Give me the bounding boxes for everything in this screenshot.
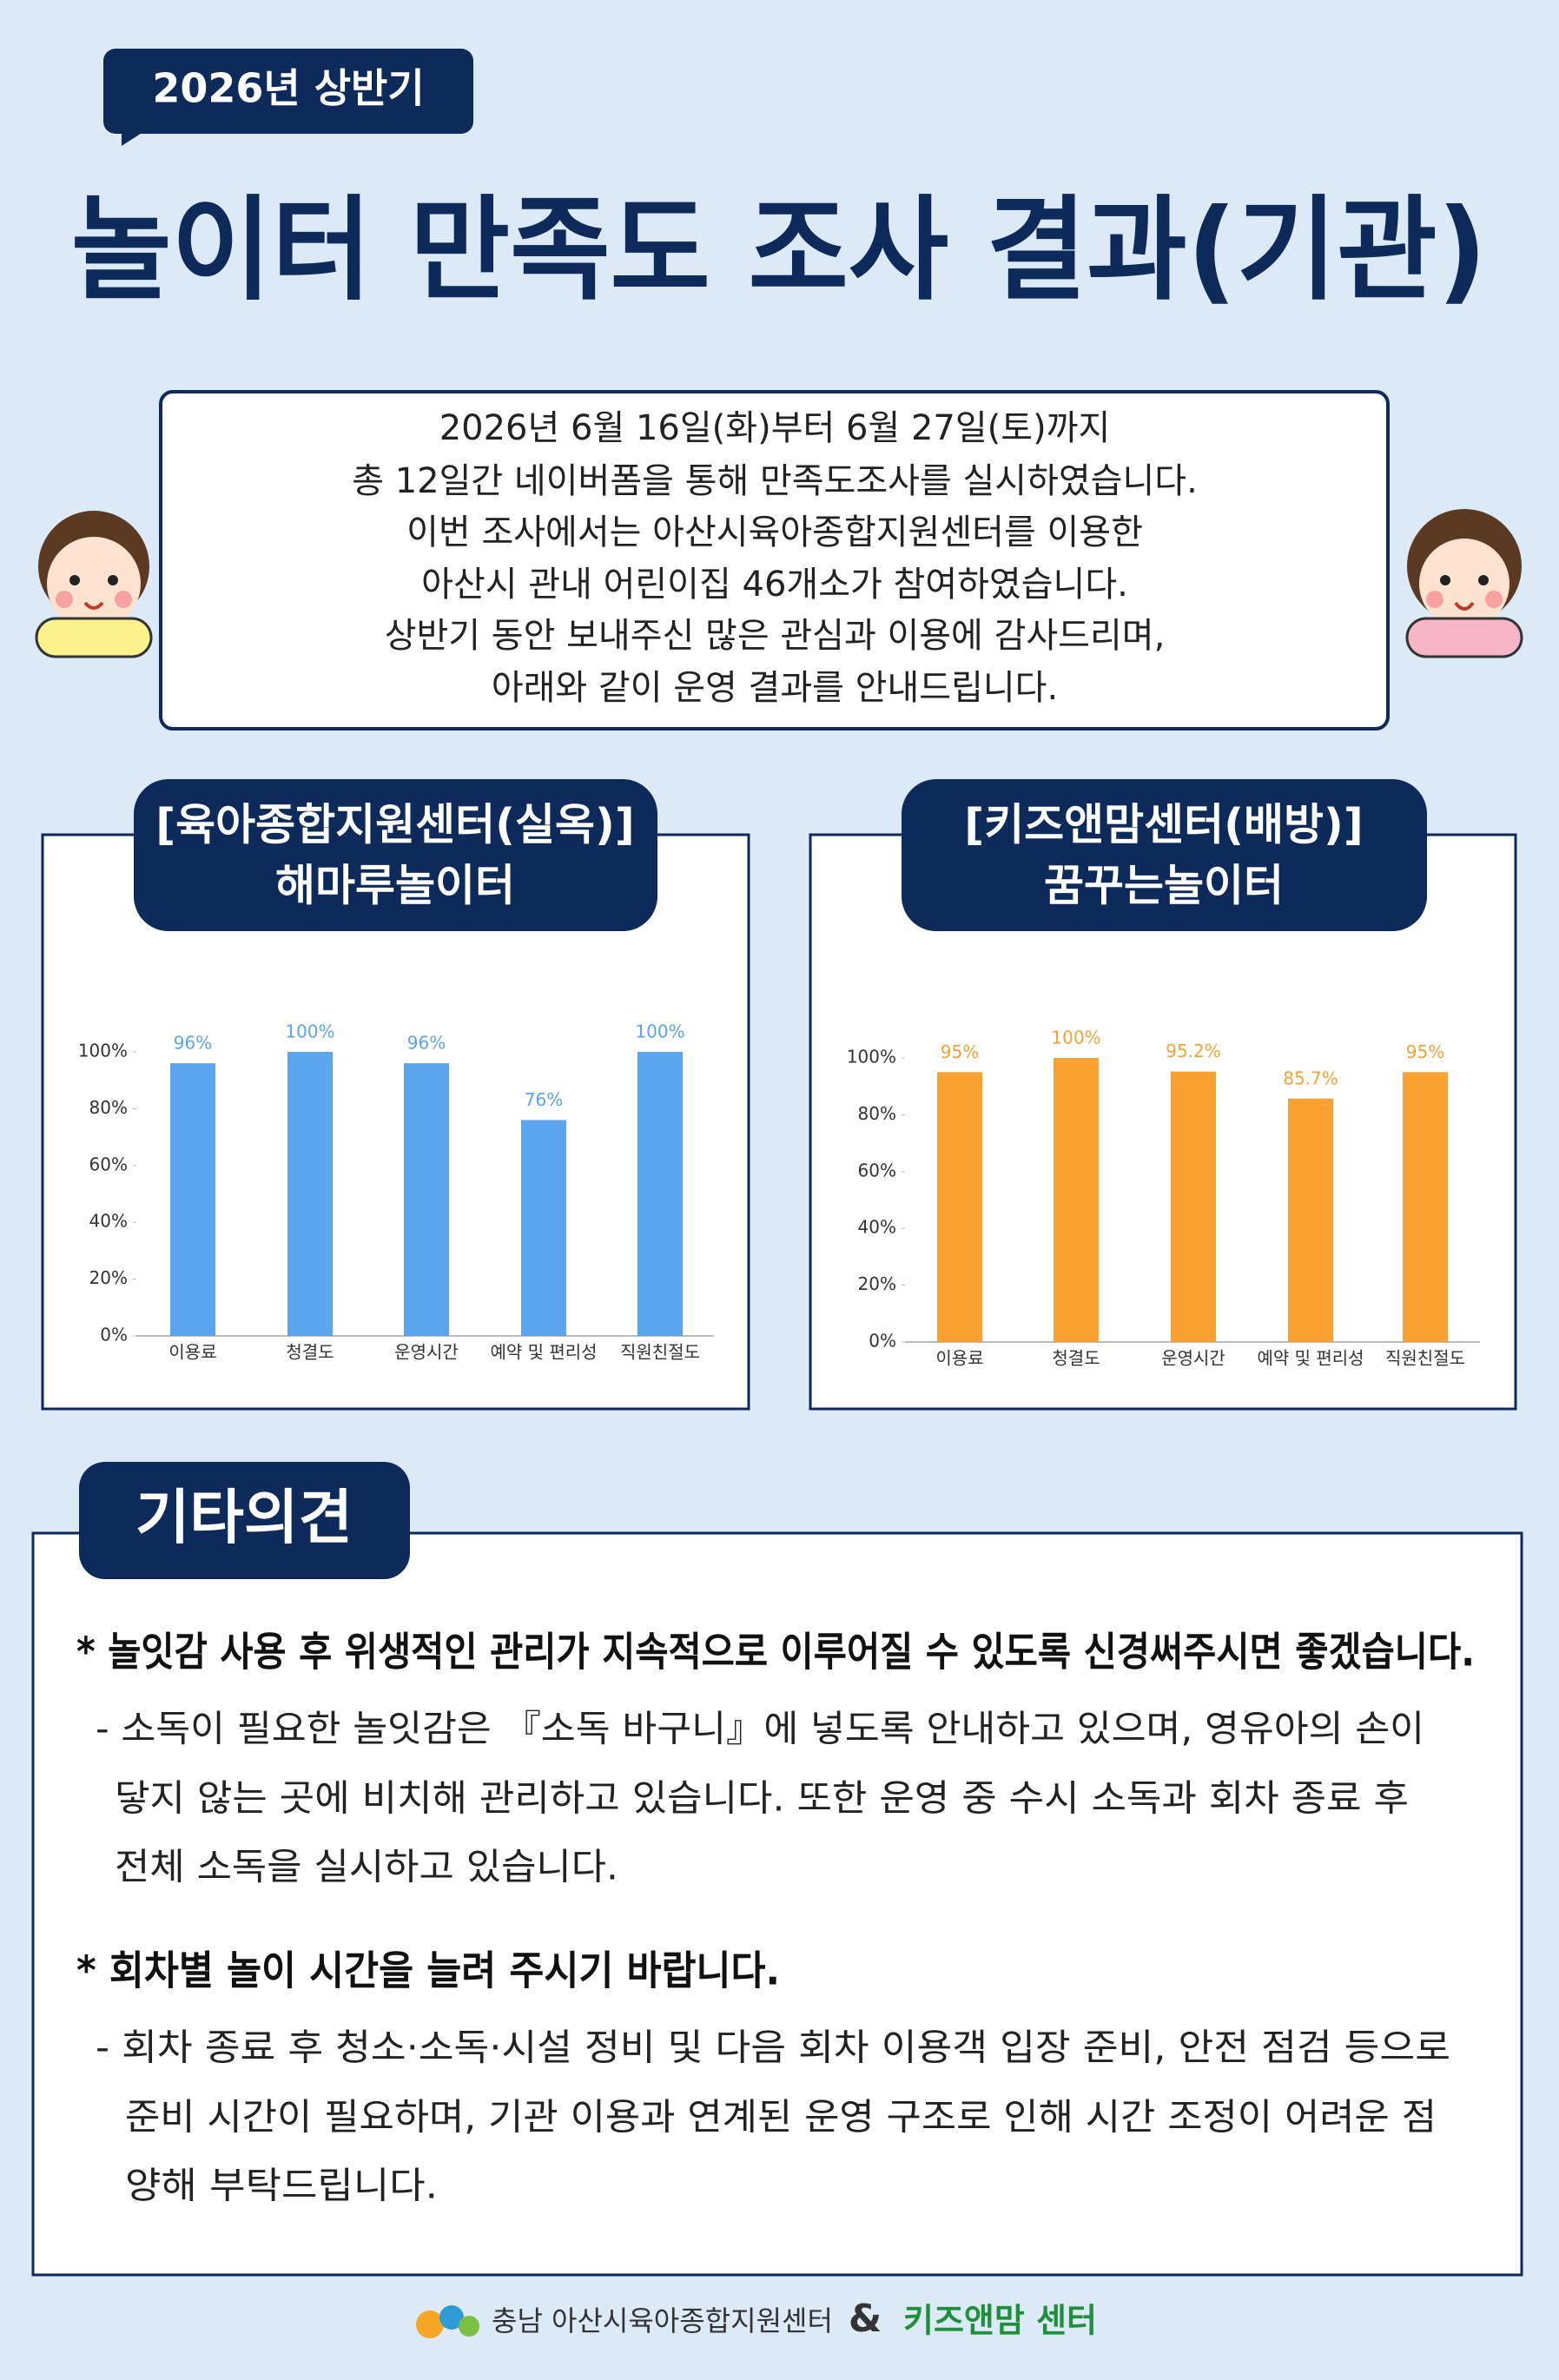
x-tick-label: 직원친절도 bbox=[1385, 1348, 1465, 1369]
value-label: 95% bbox=[1406, 1041, 1444, 1062]
x-tick-label: 청결도 bbox=[286, 1342, 334, 1363]
kid-left bbox=[35, 511, 153, 658]
y-tick-label: 100% bbox=[78, 1041, 128, 1061]
footer-amp: & bbox=[849, 2297, 882, 2341]
opinion-line: - 소독이 필요한 놀잇감은 『소독 바구니』에 넣도록 안내하고 있으며, 영… bbox=[96, 1708, 1424, 1750]
x-tick-label: 이용료 bbox=[935, 1348, 983, 1369]
footer-logo bbox=[416, 2305, 479, 2338]
y-tick-label: 0% bbox=[100, 1325, 128, 1345]
value-label: 100% bbox=[1051, 1028, 1100, 1048]
opinion-line: 양해 부탁드립니다. bbox=[125, 2165, 438, 2207]
footer-org: 키즈앤맘 센터 bbox=[903, 2302, 1097, 2340]
intro-line: 아산시 관내 어린이집 46개소가 참여하였습니다. bbox=[421, 565, 1128, 605]
chart-title: [키즈앤맘센터(배방)] bbox=[964, 800, 1363, 850]
opinion-line: 준비 시간이 필요하며, 기관 이용과 연계된 운영 구조로 인해 시간 조정이… bbox=[125, 2096, 1437, 2139]
chart-title: [육아종합지원센터(실옥)] bbox=[155, 800, 634, 850]
chart-subtitle: 해마루놀이터 bbox=[275, 861, 515, 911]
chart-subtitle: 꿈꾸는놀이터 bbox=[1044, 861, 1284, 911]
chart-header bbox=[134, 779, 657, 931]
x-tick-label: 예약 및 편리성 bbox=[490, 1342, 597, 1363]
intro-line: 이번 조사에서는 아산시육아종합지원센터를 이용한 bbox=[406, 512, 1143, 552]
opinion-title: 기타의견 bbox=[135, 1484, 353, 1553]
y-tick-label: 40% bbox=[89, 1211, 128, 1232]
y-tick-label: 40% bbox=[858, 1217, 896, 1238]
opinion-heading: * 회차별 놀이 시간을 늘려 주시기 바랍니다. bbox=[76, 1947, 780, 1994]
value-label: 95.2% bbox=[1166, 1041, 1221, 1061]
opinion-box bbox=[31, 1531, 1523, 2277]
kid-right bbox=[1405, 509, 1523, 658]
x-tick-label: 운영시간 bbox=[394, 1342, 459, 1363]
y-tick-label: 80% bbox=[89, 1097, 128, 1118]
value-label: 76% bbox=[525, 1089, 563, 1110]
bar bbox=[1054, 1058, 1099, 1342]
y-tick-label: 20% bbox=[858, 1273, 896, 1294]
badge-text: 2026년 상반기 bbox=[152, 65, 424, 112]
footer-org: 충남 아산시육아종합지원센터 bbox=[492, 2304, 833, 2337]
main-title: 놀이터 만족도 조사 결과(기관) bbox=[71, 184, 1487, 316]
opinion-line: - 회차 종료 후 청소·소독·시설 정비 및 다음 회차 이용객 입장 준비,… bbox=[96, 2026, 1450, 2069]
y-tick-label: 0% bbox=[869, 1331, 896, 1352]
value-label: 100% bbox=[635, 1021, 684, 1042]
bar bbox=[1288, 1098, 1333, 1342]
chart-header bbox=[902, 779, 1427, 931]
intro-line: 아래와 같이 운영 결과를 안내드립니다. bbox=[492, 668, 1058, 708]
x-tick-label: 청결도 bbox=[1052, 1348, 1100, 1369]
y-tick-label: 80% bbox=[858, 1103, 896, 1124]
bar bbox=[637, 1052, 683, 1336]
intro-line: 상반기 동안 보내주신 많은 관심과 이용에 감사드리며, bbox=[385, 616, 1166, 656]
opinion-header bbox=[79, 1462, 410, 1579]
x-tick-label: 이용료 bbox=[168, 1342, 216, 1363]
bar bbox=[404, 1063, 449, 1336]
x-tick-label: 운영시간 bbox=[1161, 1348, 1225, 1369]
bar bbox=[1403, 1072, 1448, 1342]
y-tick-label: 100% bbox=[847, 1047, 896, 1068]
badge bbox=[103, 49, 473, 134]
intro-box bbox=[159, 390, 1390, 731]
bar bbox=[170, 1063, 215, 1336]
y-tick-label: 60% bbox=[858, 1160, 896, 1180]
x-tick-label: 예약 및 편리성 bbox=[1257, 1348, 1364, 1369]
intro-line: 2026년 6월 16일(화)부터 6월 27일(토)까지 bbox=[439, 408, 1111, 448]
y-tick-label: 60% bbox=[89, 1154, 128, 1174]
value-label: 100% bbox=[285, 1021, 334, 1042]
value-label: 85.7% bbox=[1283, 1068, 1338, 1088]
intro-line: 총 12일간 네이버폼을 통해 만족도조사를 실시하였습니다. bbox=[352, 461, 1198, 501]
opinion-line: 닿지 않는 곳에 비치해 관리하고 있습니다. 또한 운영 중 수시 소독과 회… bbox=[115, 1777, 1409, 1820]
bar bbox=[287, 1052, 333, 1336]
bar bbox=[521, 1120, 566, 1336]
x-tick-label: 직원친절도 bbox=[620, 1342, 700, 1363]
opinion-heading: * 놀잇감 사용 후 위생적인 관리가 지속적으로 이루어질 수 있도록 신경써… bbox=[76, 1629, 1475, 1676]
badge-tail bbox=[122, 130, 146, 146]
opinion-line: 전체 소독을 실시하고 있습니다. bbox=[115, 1846, 618, 1888]
bar bbox=[1171, 1071, 1216, 1342]
bar bbox=[937, 1072, 982, 1342]
value-label: 96% bbox=[407, 1033, 446, 1054]
y-tick-label: 20% bbox=[89, 1267, 128, 1288]
value-label: 95% bbox=[941, 1041, 979, 1062]
value-label: 96% bbox=[174, 1033, 212, 1054]
